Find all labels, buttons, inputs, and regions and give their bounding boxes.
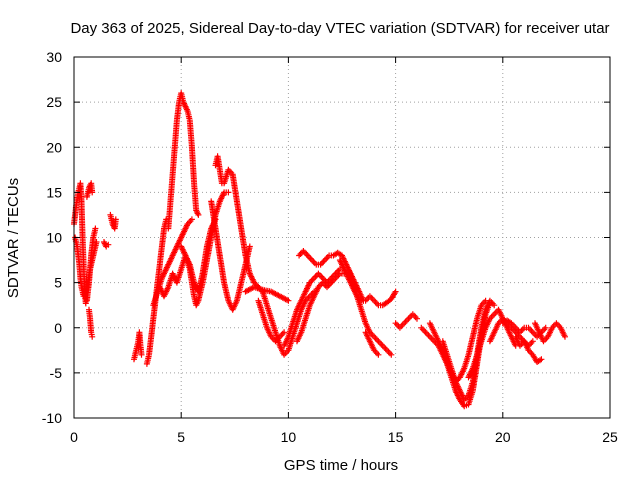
plus-markers [392,311,420,331]
grid-lines [74,57,610,418]
y-tick-label: 20 [46,139,62,155]
plus-markers [86,306,96,340]
plus-markers [439,297,489,385]
trace-pass-14 [208,198,253,313]
y-tick-labels: -10 -5 0 5 10 15 20 25 30 [42,49,62,426]
plus-markers [83,180,96,200]
trace-pass-28 [439,297,489,385]
trace-pass-5 [101,239,112,250]
trace-pass-4 [86,306,96,340]
plus-markers [107,211,119,232]
plus-markers [212,153,225,187]
trace-pass-20 [294,270,348,345]
plus-markers [281,266,343,349]
trace-pass-32 [532,320,568,345]
trace-pass-19 [281,266,343,349]
x-tick-label: 15 [388,429,404,445]
x-tick-label: 0 [70,429,78,445]
plus-markers [178,189,232,309]
trace-pass-6 [107,211,119,232]
y-tick-label: 10 [46,230,62,246]
trace-pass-33 [512,333,536,349]
trace-pass-10 [165,90,202,232]
trace-pass-23 [345,266,395,358]
trace-pass-18 [259,288,318,358]
trace-pass-7 [131,329,145,363]
x-axis-label: GPS time / hours [284,457,398,474]
plus-markers [362,329,382,358]
x-tick-labels: 0 5 10 15 20 25 [70,429,618,445]
y-tick-label: 15 [46,184,62,200]
plus-markers [221,166,266,295]
trace-pass-3 [83,180,96,200]
plus-markers [242,284,292,304]
plus-markers [532,320,568,345]
plus-markers [345,266,395,358]
trace-pass-13 [212,153,225,187]
trace-pass-16 [242,284,292,304]
plus-markers [165,90,202,232]
plus-markers [101,239,112,250]
plus-markers [131,329,145,363]
trace-pass-25 [392,311,420,331]
x-tick-label: 5 [177,429,185,445]
y-tick-label: 5 [54,275,62,291]
y-axis-label: SDTVAR / TECUs [5,178,22,298]
x-tick-label: 10 [281,429,297,445]
chart-title: Day 363 of 2025, Sidereal Day-to-day VTE… [70,20,609,37]
y-tick-label: 30 [46,49,62,65]
plus-markers [294,270,348,345]
trace-pass-24 [362,329,382,358]
data-marks [71,90,568,410]
x-tick-label: 25 [602,429,618,445]
x-tick-label: 20 [495,429,511,445]
trace-pass-12 [178,189,232,309]
trace-pass-15 [221,166,266,295]
plus-markers [259,288,318,358]
y-tick-label: 0 [54,320,62,336]
axis-ticks [73,56,611,419]
plus-markers [208,198,253,313]
y-tick-label: -5 [50,365,63,381]
y-tick-label: -10 [42,410,62,426]
y-tick-label: 25 [46,94,62,110]
plus-markers [512,333,536,349]
